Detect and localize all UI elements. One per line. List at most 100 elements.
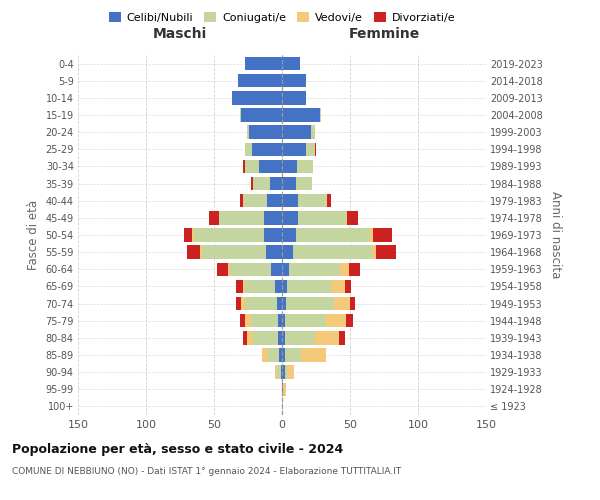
Bar: [334, 297, 350, 310]
Bar: [285, 348, 301, 362]
Bar: [289, 262, 340, 276]
Bar: [370, 228, 373, 241]
Bar: [281, 366, 282, 379]
Bar: [285, 314, 326, 328]
Bar: [241, 297, 245, 310]
Bar: [372, 246, 376, 259]
Bar: [339, 331, 344, 344]
Bar: [326, 194, 327, 207]
Text: COMUNE DI NEBBIUNO (NO) - Dati ISTAT 1° gennaio 2024 - Elaborazione TUTTITALIA.I: COMUNE DI NEBBIUNO (NO) - Dati ISTAT 1° …: [12, 468, 401, 476]
Bar: [293, 246, 372, 259]
Bar: [271, 262, 282, 276]
Bar: [230, 262, 271, 276]
Bar: [236, 297, 241, 310]
Bar: [282, 228, 296, 241]
Bar: [253, 177, 270, 190]
Bar: [298, 194, 326, 207]
Bar: [307, 142, 314, 156]
Bar: [187, 246, 200, 259]
Bar: [252, 142, 282, 156]
Bar: [346, 211, 347, 224]
Bar: [282, 57, 299, 70]
Bar: [247, 331, 253, 344]
Bar: [282, 126, 311, 139]
Bar: [344, 280, 352, 293]
Bar: [245, 160, 259, 173]
Bar: [265, 228, 282, 241]
Bar: [298, 211, 346, 224]
Bar: [282, 400, 283, 413]
Bar: [282, 280, 287, 293]
Y-axis label: Anni di nascita: Anni di nascita: [550, 192, 562, 278]
Bar: [297, 160, 313, 173]
Bar: [331, 280, 344, 293]
Bar: [282, 177, 296, 190]
Bar: [282, 91, 307, 104]
Bar: [227, 262, 230, 276]
Text: Popolazione per età, sesso e stato civile - 2024: Popolazione per età, sesso e stato civil…: [12, 442, 343, 456]
Bar: [282, 366, 285, 379]
Bar: [340, 262, 349, 276]
Bar: [192, 228, 194, 241]
Bar: [296, 177, 312, 190]
Bar: [282, 142, 307, 156]
Bar: [241, 108, 282, 122]
Bar: [240, 314, 245, 328]
Bar: [282, 382, 283, 396]
Bar: [349, 262, 359, 276]
Bar: [245, 280, 275, 293]
Bar: [253, 331, 278, 344]
Bar: [350, 297, 355, 310]
Bar: [278, 314, 282, 328]
Bar: [301, 348, 326, 362]
Bar: [286, 297, 334, 310]
Bar: [283, 382, 286, 396]
Bar: [247, 126, 250, 139]
Bar: [326, 314, 346, 328]
Bar: [311, 126, 314, 139]
Bar: [242, 160, 245, 173]
Bar: [194, 228, 265, 241]
Bar: [242, 331, 247, 344]
Bar: [282, 314, 285, 328]
Bar: [217, 262, 227, 276]
Bar: [250, 126, 282, 139]
Bar: [296, 228, 370, 241]
Bar: [265, 211, 282, 224]
Bar: [279, 348, 282, 362]
Bar: [262, 348, 268, 362]
Bar: [282, 108, 320, 122]
Bar: [282, 211, 298, 224]
Bar: [270, 177, 282, 190]
Bar: [240, 108, 241, 122]
Bar: [238, 74, 282, 88]
Bar: [282, 246, 293, 259]
Bar: [242, 194, 267, 207]
Bar: [200, 246, 202, 259]
Bar: [232, 91, 282, 104]
Bar: [282, 297, 286, 310]
Bar: [202, 246, 266, 259]
Bar: [282, 160, 297, 173]
Bar: [320, 108, 322, 122]
Bar: [268, 348, 279, 362]
Legend: Celibi/Nubili, Coniugati/e, Vedovi/e, Divorziati/e: Celibi/Nubili, Coniugati/e, Vedovi/e, Di…: [104, 8, 460, 28]
Bar: [287, 366, 294, 379]
Bar: [285, 331, 314, 344]
Bar: [266, 246, 282, 259]
Bar: [220, 211, 265, 224]
Bar: [275, 280, 282, 293]
Bar: [184, 228, 192, 241]
Bar: [282, 74, 307, 88]
Bar: [346, 314, 353, 328]
Bar: [251, 314, 278, 328]
Bar: [277, 366, 281, 379]
Bar: [282, 331, 285, 344]
Bar: [245, 142, 252, 156]
Bar: [287, 280, 331, 293]
Bar: [245, 314, 251, 328]
Bar: [242, 280, 245, 293]
Bar: [245, 297, 277, 310]
Text: Femmine: Femmine: [349, 28, 419, 42]
Bar: [285, 366, 287, 379]
